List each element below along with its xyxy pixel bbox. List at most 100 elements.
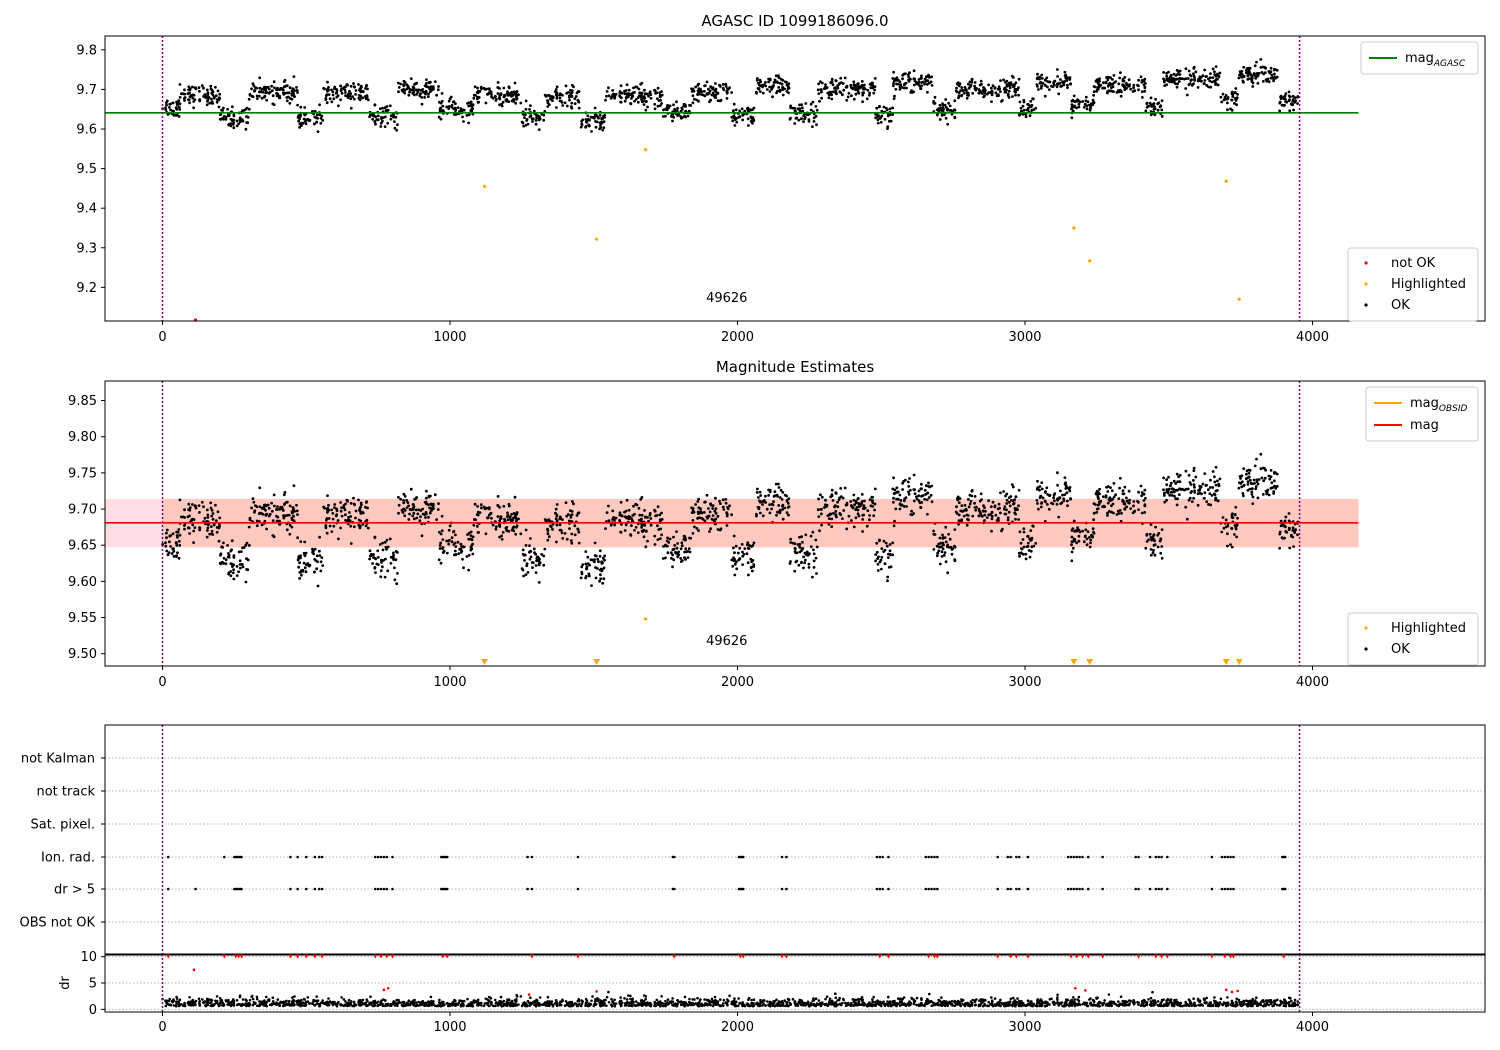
ok-point	[435, 93, 438, 97]
ok-point	[1125, 82, 1128, 85]
flag-point-dr	[376, 887, 380, 891]
ok-point	[436, 508, 440, 511]
ok-point	[561, 93, 564, 97]
flag-point-ion-rad	[391, 855, 394, 859]
ok-point	[611, 509, 615, 513]
ok-point	[1270, 481, 1274, 485]
ok-point	[1265, 491, 1269, 494]
ok-point	[868, 514, 871, 517]
ok-point	[749, 120, 753, 123]
ok-point	[396, 572, 399, 575]
ok-point	[868, 93, 871, 97]
ok-point	[232, 568, 236, 572]
ok-point	[1032, 544, 1036, 548]
ok-point	[623, 99, 627, 103]
ok-point	[331, 93, 335, 97]
ok-point	[479, 85, 483, 89]
ok-point	[850, 519, 853, 522]
ok-point	[879, 567, 883, 571]
ok-point	[288, 86, 292, 90]
ok-point	[1205, 500, 1209, 503]
flag-point-ion-rad	[1148, 855, 1152, 859]
ok-point	[886, 575, 890, 579]
ok-point	[427, 85, 430, 89]
ok-point	[927, 73, 930, 77]
ok-point	[1287, 519, 1291, 523]
ok-point	[666, 536, 669, 540]
ok-point	[1234, 524, 1238, 527]
ok-point	[331, 512, 335, 515]
ok-point	[857, 505, 861, 509]
ok-point	[244, 543, 248, 547]
ok-point	[1030, 103, 1034, 107]
ok-point	[1110, 489, 1114, 492]
ok-point	[477, 100, 480, 104]
ok-point	[750, 545, 753, 548]
flag-point-ion-rad	[1160, 855, 1163, 859]
ok-point	[565, 91, 569, 95]
ok-point	[1074, 529, 1077, 533]
ok-point	[770, 507, 773, 511]
ok-point	[1106, 501, 1110, 505]
ok-point	[857, 85, 860, 88]
ok-point	[947, 532, 950, 536]
ok-point	[508, 92, 512, 96]
ok-point	[1014, 90, 1017, 94]
ok-point	[933, 95, 937, 99]
ok-point	[871, 499, 874, 502]
ok-point	[371, 562, 374, 565]
ok-point	[389, 117, 393, 121]
ok-point	[1250, 490, 1254, 494]
ok-point	[406, 501, 410, 504]
ok-point	[1144, 109, 1148, 113]
ok-point	[484, 532, 488, 536]
flag-point-dr	[1086, 887, 1090, 891]
flag-point-dr	[996, 887, 999, 891]
flag-point-dr	[1015, 887, 1018, 891]
ok-point	[554, 88, 558, 91]
ok-point	[716, 91, 720, 95]
ok-point	[1099, 499, 1103, 503]
ok-point	[585, 567, 589, 571]
ok-point	[811, 100, 815, 104]
ok-point	[774, 74, 778, 78]
ok-point	[496, 92, 500, 95]
ok-point	[351, 95, 354, 99]
ok-point	[605, 90, 609, 93]
ok-point	[1216, 77, 1219, 81]
ok-point	[1248, 478, 1252, 482]
ok-point	[940, 545, 943, 549]
x-tick-label: 0	[158, 330, 166, 345]
ok-point	[547, 103, 551, 106]
ok-point	[772, 84, 775, 87]
ok-point	[920, 482, 923, 486]
ok-point	[1296, 102, 1299, 105]
ok-point	[467, 104, 471, 108]
ok-point	[672, 535, 675, 539]
ok-point	[733, 551, 736, 555]
ok-point	[1091, 527, 1095, 531]
ok-point	[373, 556, 377, 560]
dr-point	[311, 1002, 314, 1005]
ok-point	[1123, 87, 1127, 91]
ok-point	[229, 124, 233, 128]
ok-point	[1084, 95, 1088, 99]
dr-point	[344, 1000, 347, 1003]
ok-point	[860, 493, 864, 496]
ok-point	[1226, 96, 1230, 99]
ok-point	[230, 105, 234, 109]
ok-point	[925, 83, 929, 86]
ok-point	[970, 80, 974, 84]
ok-point	[1248, 469, 1252, 472]
panel-magnitude-marks	[105, 381, 1359, 666]
ok-point	[590, 584, 593, 587]
ok-point	[624, 523, 628, 527]
ok-point	[1222, 98, 1226, 102]
ok-point	[209, 97, 213, 101]
ok-point	[909, 488, 912, 492]
ok-point	[272, 493, 276, 497]
ok-point	[378, 543, 382, 546]
ok-point	[368, 549, 372, 553]
ok-point	[1230, 545, 1234, 549]
ok-point	[698, 511, 701, 515]
